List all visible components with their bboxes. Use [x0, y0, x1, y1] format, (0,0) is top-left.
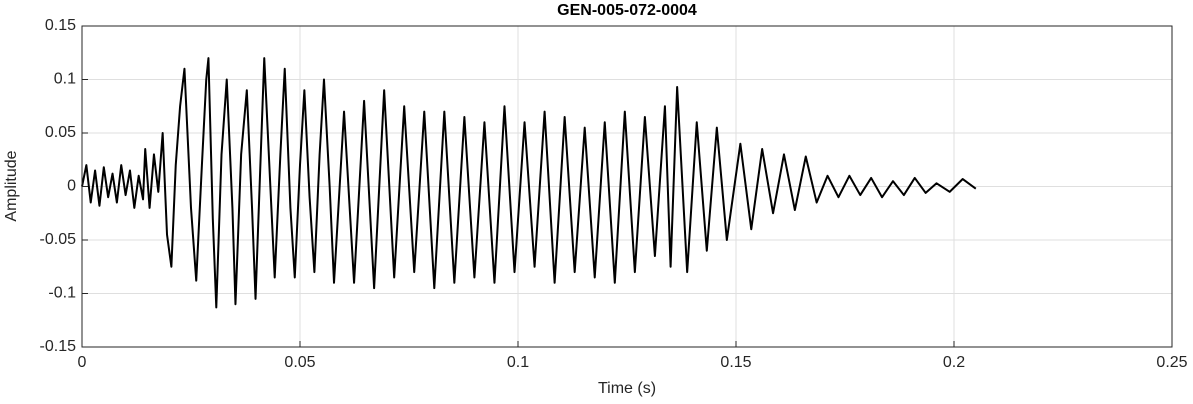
x-tick-label: 0.05: [284, 354, 315, 371]
waveform-line: [81, 57, 977, 309]
x-tick-label: 0.2: [943, 354, 965, 371]
x-tick-label: 0.1: [507, 354, 529, 371]
y-axis-label: Amplitude: [3, 150, 20, 221]
y-tick-label: -0.1: [48, 285, 76, 302]
x-tick-label: 0: [78, 354, 87, 371]
x-tick-label: 0.25: [1156, 354, 1187, 371]
x-tick-label: 0.15: [720, 354, 751, 371]
x-axis-label: Time (s): [598, 380, 656, 397]
y-tick-label: 0.15: [45, 17, 76, 34]
y-tick-label: 0.05: [45, 124, 76, 141]
y-tick-label: -0.15: [40, 338, 77, 355]
y-tick-label: -0.05: [40, 231, 77, 248]
axes-box: [81, 25, 1173, 348]
y-tick-label: 0.1: [54, 71, 76, 88]
y-tick-label: 0: [67, 178, 76, 195]
chart-title: GEN-005-072-0004: [557, 2, 697, 19]
